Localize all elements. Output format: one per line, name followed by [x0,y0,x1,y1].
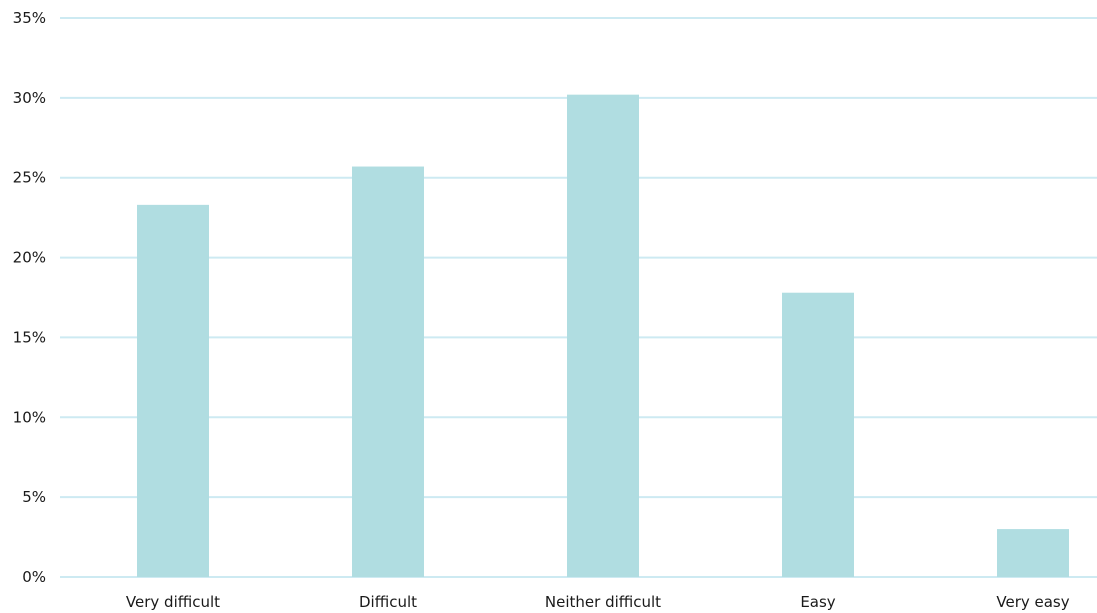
x-tick-label: Neither difficult [545,593,661,611]
bar [567,95,639,577]
y-tick-label: 30% [13,89,46,107]
bar [782,293,854,577]
x-tick-label: Difficult [359,593,417,611]
y-tick-label: 10% [13,408,46,426]
y-tick-label: 20% [13,249,46,267]
y-axis-tick-labels: 0% 5% 10% 15% 20% 25% 30% 35% [13,9,46,586]
x-tick-label: Easy [800,593,835,611]
x-axis-tick-labels: Very difficult Difficult Neither difficult… [126,593,1070,611]
bars [137,95,1069,577]
y-tick-label: 0% [22,568,46,586]
y-tick-label: 35% [13,9,46,27]
x-tick-label: Very difficult [126,593,220,611]
bar [137,205,209,577]
y-tick-label: 15% [13,328,46,346]
bar [352,167,424,577]
y-tick-label: 25% [13,169,46,187]
x-tick-label: Very easy [996,593,1069,611]
bar [997,529,1069,577]
y-tick-label: 5% [22,488,46,506]
